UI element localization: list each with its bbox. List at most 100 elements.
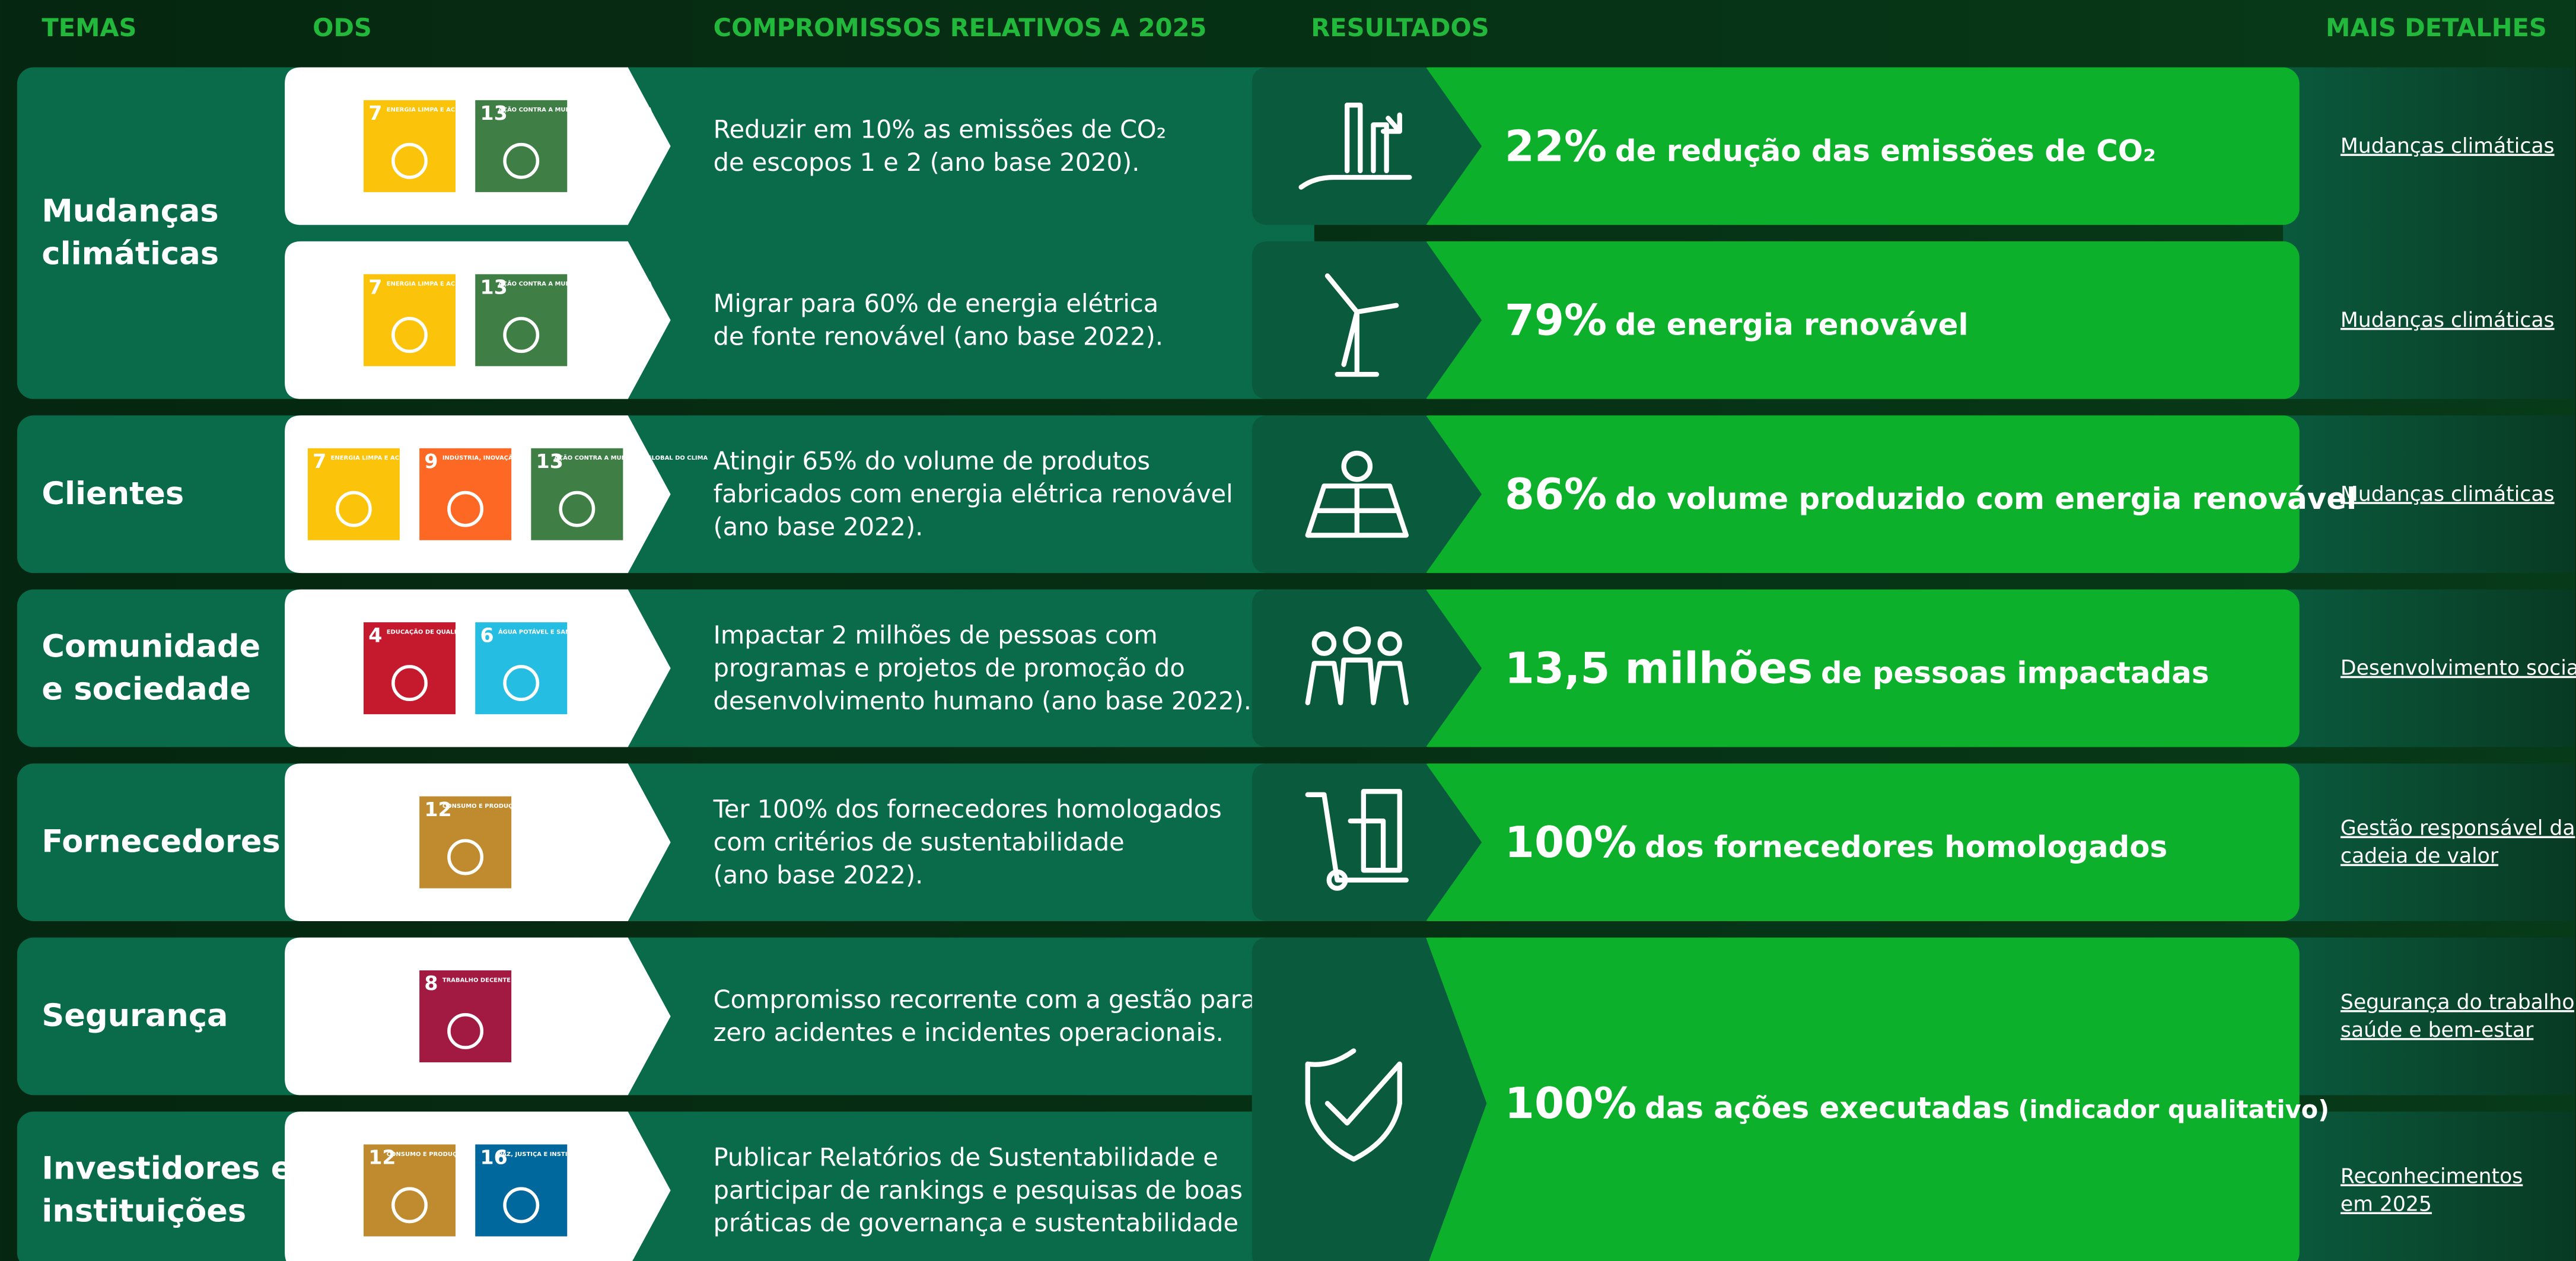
commitment-line: de fonte renovável (ano base 2022).: [714, 321, 1163, 351]
details-link[interactable]: Gestão responsável da cadeia de valor: [2341, 817, 2575, 868]
sdg-number: 9: [424, 450, 438, 473]
result-cell: [1412, 937, 2300, 1261]
column-header: RESULTADOS: [1311, 13, 1489, 42]
sdg-label: AÇÃO CONTRA A MUDANÇA GLOBAL DO CLIMA: [498, 280, 652, 288]
sdg-label: ENERGIA LIMPA E ACESSÍVEL: [387, 280, 482, 288]
result-highlight: 79%: [1505, 295, 1607, 345]
details-line: Mudanças climáticas: [2341, 308, 2555, 332]
sdg-number: 13: [480, 101, 508, 125]
result-cell: [1412, 67, 2300, 225]
result-text: 22% de redução das emissões de CO₂: [1505, 121, 2156, 171]
details-line: saúde e bem-estar: [2341, 1018, 2534, 1042]
sdg-icon: [503, 1187, 540, 1224]
result-text: 100% dos fornecedores homologados: [1505, 817, 2167, 867]
theme-name: Fornecedores: [42, 824, 280, 860]
sdg-icon: [335, 491, 372, 527]
result-icon: [1298, 103, 1412, 190]
details-cell: [2283, 67, 2575, 399]
result-highlight: 13,5 milhões: [1505, 644, 1813, 693]
column-header: MAIS DETALHES: [2326, 13, 2547, 42]
result-highlight: 100%: [1505, 817, 1636, 867]
commitment: Impactar 2 milhões de pessoas com program…: [714, 620, 1252, 715]
details-cell: [2283, 415, 2575, 574]
commitment-line: Compromisso recorrente com a gestão para: [714, 985, 1256, 1014]
result-icon-panel: [1252, 241, 1482, 399]
theme-name: Segurança: [42, 998, 228, 1034]
theme-name: Investidores e instituições: [42, 1151, 292, 1230]
details-link[interactable]: Mudanças climáticas: [2341, 482, 2555, 506]
theme-line: Clientes: [42, 476, 184, 512]
sdg-number: 13: [536, 450, 563, 473]
sdg-icon: [503, 142, 540, 179]
theme-line: e sociedade: [42, 671, 251, 707]
sdg-number: 7: [368, 276, 382, 299]
commitment: Publicar Relatórios de Sustentabilidade …: [714, 1142, 1243, 1237]
details-line: Mudanças climáticas: [2341, 134, 2555, 158]
sdg-label: EDUCAÇÃO DE QUALIDADE: [387, 628, 475, 636]
details-line: Gestão responsável da: [2341, 817, 2575, 840]
result-highlight: 86%: [1505, 469, 1607, 519]
result-icon: [1305, 450, 1409, 538]
result-text: 79% de energia renovável: [1505, 295, 1969, 345]
result-cell: [1412, 763, 2300, 921]
details-cell: [2283, 1112, 2575, 1261]
result-description: de redução das emissões de CO₂: [1615, 133, 2156, 168]
result-description: das ações executadas: [1645, 1091, 2010, 1125]
commitment-line: participar de rankings e pesquisas de bo…: [714, 1176, 1243, 1205]
sdg-icon: [447, 839, 484, 875]
result-icon: [1305, 1048, 1402, 1162]
sdg-number: 13: [480, 276, 508, 299]
commitment-line: (ano base 2022).: [714, 512, 924, 541]
sdg-icon: [503, 317, 540, 354]
sdg-icon: [447, 1012, 484, 1049]
sdg-icon: [559, 491, 596, 527]
sdg-number: 12: [424, 798, 451, 821]
details-line: Desenvolvimento social: [2341, 657, 2576, 680]
commitment-line: Reduzir em 10% as emissões de CO₂: [714, 115, 1167, 144]
details-cell: [2283, 589, 2575, 747]
details-line: em 2025: [2341, 1193, 2432, 1217]
details-line: Mudanças climáticas: [2341, 482, 2555, 506]
column-header: COMPROMISSOS RELATIVOS A 2025: [714, 13, 1207, 42]
commitment-line: de escopos 1 e 2 (ano base 2020).: [714, 148, 1140, 177]
theme-name: Clientes: [42, 476, 184, 512]
result-icon-panel: [1252, 67, 1482, 225]
details-line: Reconhecimentos: [2341, 1165, 2523, 1189]
result-description: dos fornecedores homologados: [1645, 830, 2167, 864]
details-link[interactable]: Mudanças climáticas: [2341, 308, 2555, 332]
details-link[interactable]: Desenvolvimento social: [2341, 657, 2576, 680]
theme-name: Mudanças climáticas: [42, 193, 219, 272]
sdg-number: 6: [480, 623, 494, 647]
details-line: cadeia de valor: [2341, 845, 2499, 868]
details-cell: [2283, 763, 2575, 921]
commitment: Ter 100% dos fornecedores homologados com…: [713, 795, 1222, 890]
commitment-line: fabricados com energia elétrica renováve…: [714, 479, 1233, 508]
details-link[interactable]: Reconhecimentos em 2025: [2341, 1165, 2523, 1217]
commitment-line: Publicar Relatórios de Sustentabilidade …: [714, 1142, 1218, 1171]
commitment-line: Ter 100% dos fornecedores homologados: [713, 795, 1222, 824]
sdg-icon: [391, 317, 428, 354]
result-icon-panel: [1252, 589, 1482, 747]
sdg-number: 12: [368, 1146, 396, 1169]
commitment-line: práticas de governança e sustentabilidad…: [714, 1208, 1238, 1237]
sdg-label: AÇÃO CONTRA A MUDANÇA GLOBAL DO CLIMA: [554, 454, 708, 461]
sdg-label: CONSUMO E PRODUÇÃO RESPONSÁVEIS: [442, 802, 575, 810]
details-link[interactable]: Segurança do trabalho, saúde e bem-estar: [2341, 991, 2576, 1042]
result-note: (indicador qualitativo): [2018, 1095, 2329, 1124]
result-cell: [1412, 589, 2300, 747]
details-link[interactable]: Mudanças climáticas: [2341, 134, 2555, 158]
commitment-line: Impactar 2 milhões de pessoas com: [714, 620, 1158, 649]
sdg-label: PAZ, JUSTIÇA E INSTITUIÇÕES EFICAZES: [498, 1150, 630, 1158]
commitment-line: Atingir 65% do volume de produtos: [714, 447, 1150, 476]
sdg-number: 7: [313, 450, 326, 473]
commitment-line: desenvolvimento humano (ano base 2022).: [714, 686, 1252, 715]
sdg-number: 4: [368, 623, 382, 647]
result-text: 86% do volume produzido com energia renov…: [1505, 469, 2357, 519]
sdg-label: ENERGIA LIMPA E ACESSÍVEL: [387, 106, 482, 113]
result-description: do volume produzido com energia renováve…: [1615, 482, 2357, 516]
result-icon: [1305, 789, 1409, 891]
theme-line: Mudanças: [42, 193, 218, 230]
theme-line: Fornecedores: [42, 824, 280, 860]
